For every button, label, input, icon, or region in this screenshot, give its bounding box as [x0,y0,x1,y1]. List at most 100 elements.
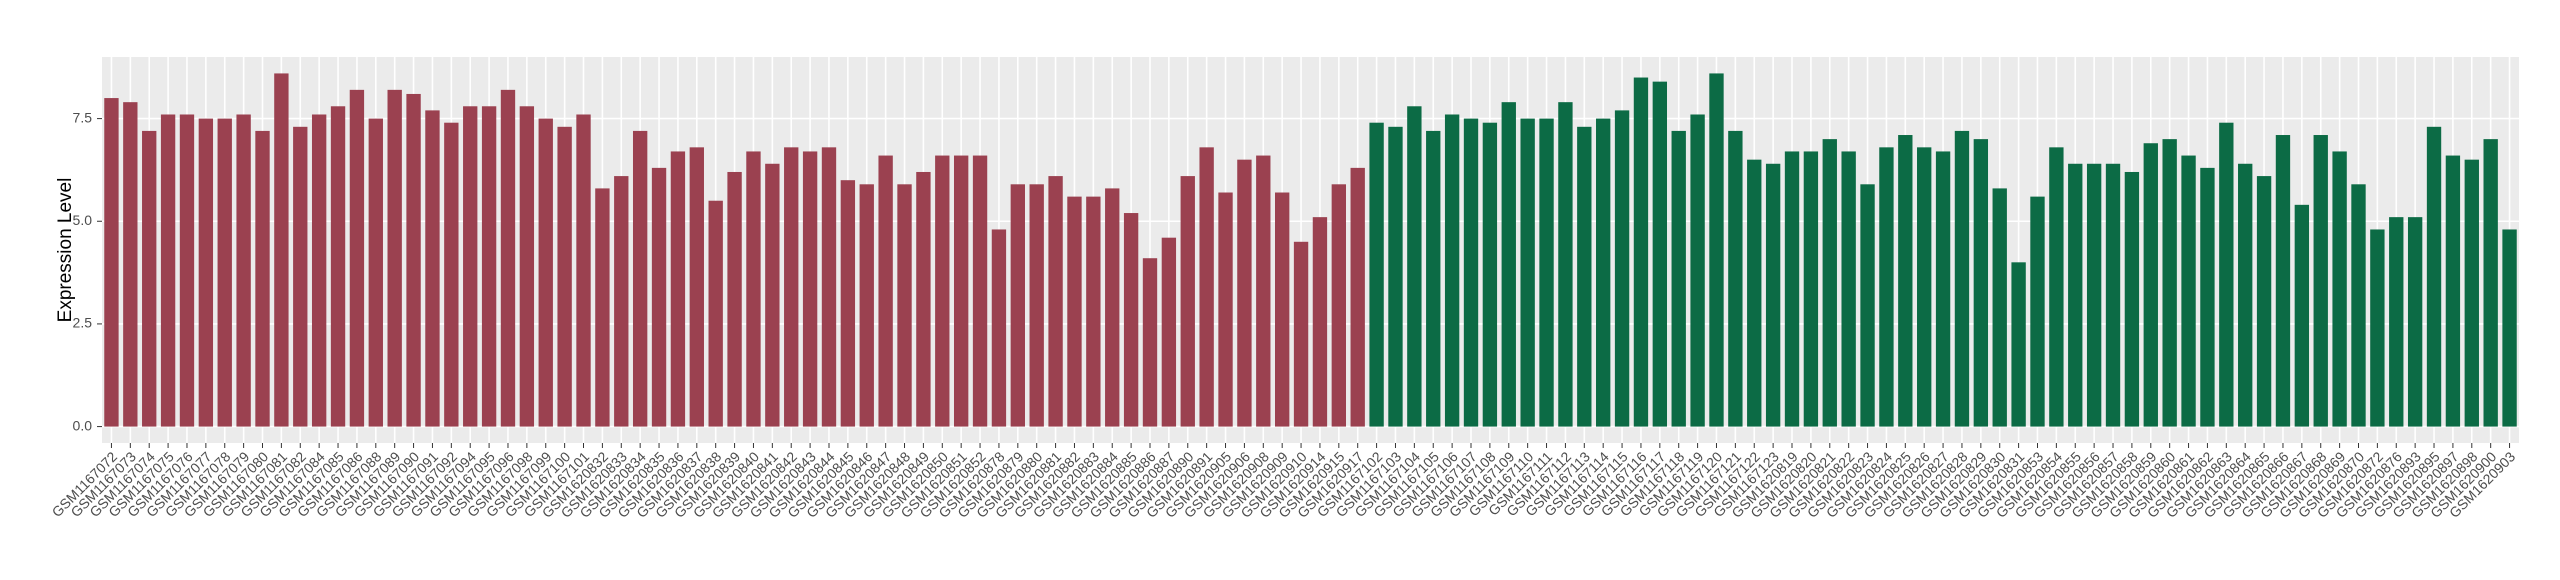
bar [236,114,251,427]
bar [1180,176,1195,427]
bar [1029,184,1044,427]
bar [179,114,195,427]
bar [123,102,138,427]
bar [1350,167,1365,427]
bar [104,98,119,427]
bar [1671,130,1686,427]
bar [670,151,686,427]
bar [425,110,440,427]
bar [2011,262,2026,427]
y-tick-label: 2.5 [73,315,93,331]
bar [1067,196,1082,427]
bar [1539,118,1554,427]
bar [1105,188,1120,427]
bar [784,147,799,427]
bar [1482,122,1498,427]
bar [1954,130,1970,427]
bar [576,114,591,427]
bar [802,151,818,427]
bar [1501,102,1516,427]
bar [765,163,780,427]
bar [217,118,232,427]
bar [1388,126,1403,427]
bar [2219,122,2234,427]
bar [2483,139,2498,427]
bar [406,93,421,427]
bar [1312,217,1328,427]
bar [1331,184,1346,427]
bar [142,130,157,427]
bar [897,184,912,427]
bar [368,118,383,427]
bar [274,73,289,427]
bar [727,171,742,427]
bar [1293,241,1309,427]
bar [1161,237,1177,427]
bar [1935,151,1951,427]
bar [2162,139,2177,427]
bar [1010,184,1025,427]
bar [2256,176,2272,427]
bar [689,147,704,427]
bar [972,155,988,427]
bar [1256,155,1271,427]
bar [1596,118,1611,427]
bar [2464,159,2479,427]
bar [2426,126,2442,427]
bar [349,89,365,427]
bar [2181,155,2196,427]
bar [1898,135,1913,427]
bar [160,114,176,427]
bar [1218,192,1233,427]
bar [1973,139,1989,427]
bar [1048,176,1063,427]
bar [2445,155,2461,427]
bar [1803,151,1819,427]
bar [1633,77,1649,427]
y-axis-title: Expression Level [55,178,76,323]
bar [651,167,667,427]
bar [2370,229,2385,427]
y-tick-label: 7.5 [73,109,93,125]
bar [2275,135,2291,427]
bar [444,122,459,427]
y-tick-label: 5.0 [73,212,93,228]
bar [1614,110,1630,427]
bar [1822,139,1837,427]
bar [2238,163,2253,427]
bar [519,106,535,427]
bar [859,184,874,427]
bar [2105,163,2121,427]
bar [1784,151,1800,427]
bar [1841,151,1856,427]
bar [1142,258,1158,427]
bar [1199,147,1214,427]
bar [2200,167,2215,427]
bar [2049,147,2064,427]
bar [1407,106,1422,427]
bar [2502,229,2517,427]
bar [463,106,478,427]
bar [916,171,931,427]
bar [1577,126,1592,427]
bar [557,126,572,427]
bar [878,155,893,427]
bar [2313,135,2328,427]
bar [708,200,723,427]
bar [1709,73,1724,427]
bar [1086,196,1101,427]
bar [632,130,648,427]
bar [1275,192,1290,427]
bar [1860,184,1875,427]
bar [2294,204,2310,427]
bar [1747,159,1762,427]
bar [1879,147,1894,427]
bar [2068,163,2083,427]
bar [1558,102,1573,427]
bar [387,89,402,427]
bar [595,188,610,427]
bar [538,118,553,427]
bar [2086,163,2102,427]
bar [1652,81,1668,427]
